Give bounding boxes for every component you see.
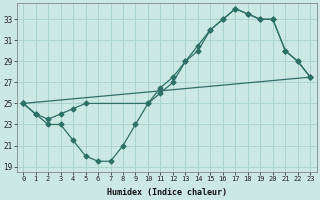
X-axis label: Humidex (Indice chaleur): Humidex (Indice chaleur)	[107, 188, 227, 197]
